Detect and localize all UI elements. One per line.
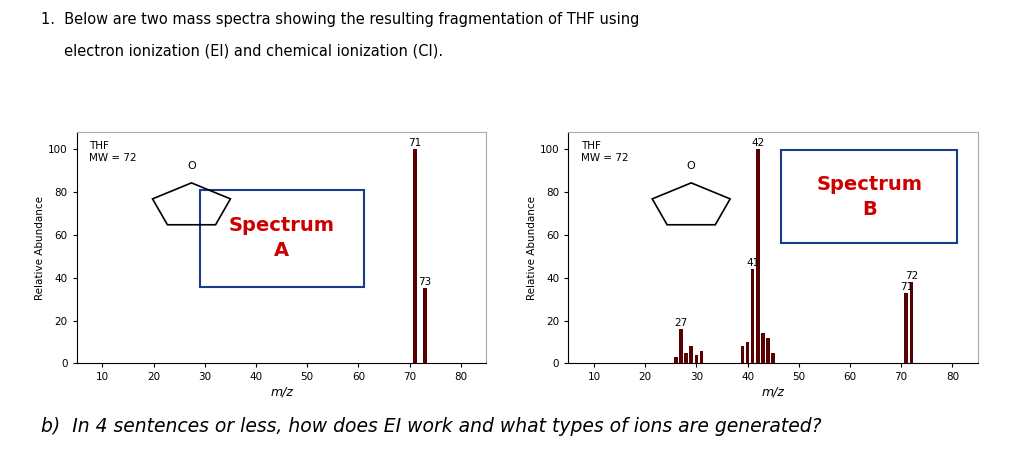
Bar xyxy=(745,342,750,363)
FancyBboxPatch shape xyxy=(781,150,957,243)
Bar xyxy=(756,149,760,363)
Text: THF
MW = 72: THF MW = 72 xyxy=(581,141,629,163)
Text: 73: 73 xyxy=(419,277,431,288)
Bar xyxy=(740,346,744,363)
X-axis label: m/z: m/z xyxy=(270,385,293,398)
Y-axis label: Relative Abundance: Relative Abundance xyxy=(527,196,537,300)
Text: Spectrum
A: Spectrum A xyxy=(228,216,335,261)
Text: 42: 42 xyxy=(752,138,764,148)
Text: 41: 41 xyxy=(746,258,759,268)
Bar xyxy=(684,353,688,363)
Text: 27: 27 xyxy=(675,318,687,328)
Text: 1.  Below are two mass spectra showing the resulting fragmentation of THF using: 1. Below are two mass spectra showing th… xyxy=(41,12,639,26)
Bar xyxy=(751,269,755,363)
Bar xyxy=(679,329,683,363)
Bar xyxy=(694,355,698,363)
Bar xyxy=(423,288,427,363)
Text: electron ionization (EI) and chemical ionization (CI).: electron ionization (EI) and chemical io… xyxy=(41,44,443,59)
Bar xyxy=(761,333,765,363)
Bar xyxy=(766,338,770,363)
X-axis label: m/z: m/z xyxy=(762,385,784,398)
Text: b)  In 4 sentences or less, how does EI work and what types of ions are generate: b) In 4 sentences or less, how does EI w… xyxy=(41,417,821,436)
Text: Spectrum
B: Spectrum B xyxy=(816,175,923,219)
Bar xyxy=(909,282,913,363)
Text: THF
MW = 72: THF MW = 72 xyxy=(89,141,137,163)
Bar xyxy=(674,357,678,363)
Bar xyxy=(771,353,775,363)
Bar xyxy=(689,346,693,363)
Text: 71: 71 xyxy=(900,282,912,292)
Text: O: O xyxy=(187,161,196,171)
Y-axis label: Relative Abundance: Relative Abundance xyxy=(36,196,45,300)
Bar xyxy=(413,149,417,363)
Bar xyxy=(904,293,908,363)
FancyBboxPatch shape xyxy=(200,190,364,287)
Text: 72: 72 xyxy=(905,271,918,281)
Text: O: O xyxy=(687,161,695,171)
Text: 71: 71 xyxy=(409,138,421,148)
Bar xyxy=(699,350,703,363)
